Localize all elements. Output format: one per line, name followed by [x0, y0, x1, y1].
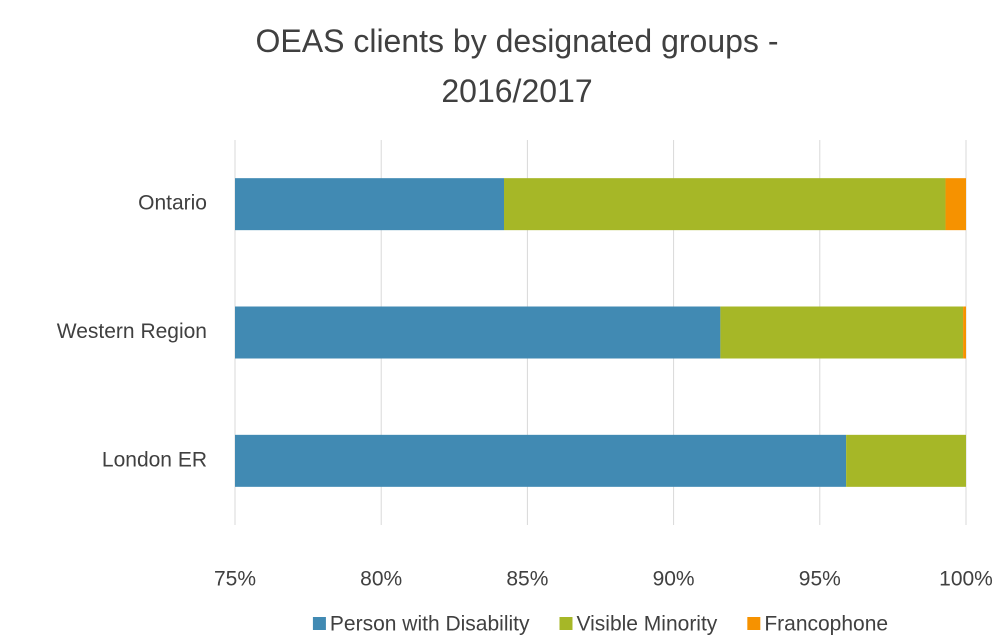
bar-segment [504, 178, 946, 231]
bar-segment [846, 434, 966, 487]
legend-label: Francophone [764, 613, 888, 636]
bar-segment [235, 178, 505, 231]
x-tick-label: 75% [214, 568, 256, 591]
y-tick-label: Western Region [57, 320, 207, 343]
y-tick-label: London ER [102, 448, 207, 471]
y-tick-label: Ontario [138, 192, 207, 215]
bar-segment [720, 306, 964, 359]
bar-segment [963, 306, 966, 359]
x-tick-label: 80% [360, 568, 402, 591]
x-tick-label: 85% [506, 568, 548, 591]
legend-label: Visible Minority [576, 613, 717, 636]
x-tick-label: 100% [939, 568, 993, 591]
bars [235, 178, 966, 487]
legend-label: Person with Disability [330, 613, 530, 636]
x-tick-label: 95% [799, 568, 841, 591]
chart-title: OEAS clients by designated groups - 2016… [255, 23, 779, 109]
legend-swatch [312, 617, 326, 630]
legend-swatch [559, 617, 573, 630]
bar-segment [235, 434, 847, 487]
bar-segment [235, 306, 721, 359]
x-tick-label: 90% [653, 568, 695, 591]
bar-segment [945, 178, 966, 231]
legend-swatch [747, 617, 761, 630]
